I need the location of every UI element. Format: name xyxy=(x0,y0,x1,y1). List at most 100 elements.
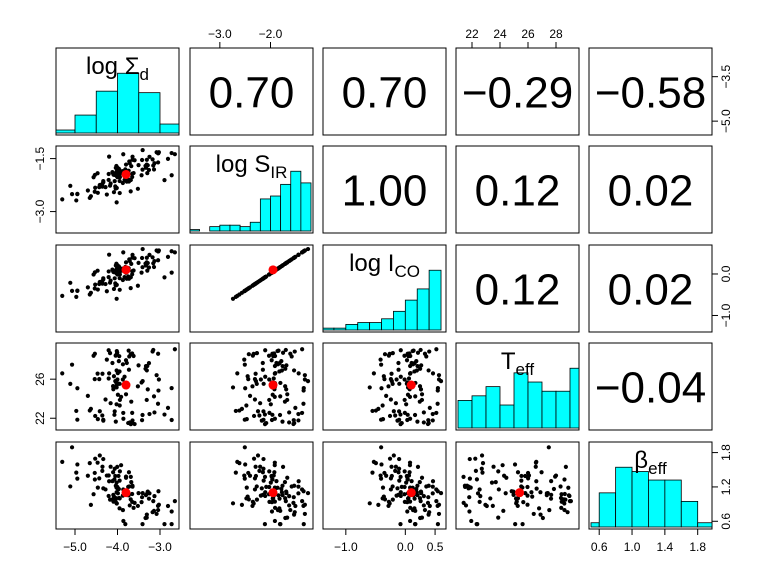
histogram-bar-1-2 xyxy=(209,226,221,232)
scatter-point-4-3-51 xyxy=(562,491,567,497)
scatter-point-4-3-22 xyxy=(563,497,568,502)
scatter-point-3-2-55 xyxy=(398,412,403,417)
scatter-point-2-0-72 xyxy=(114,282,119,287)
scatter-point-3-0-104 xyxy=(135,384,140,389)
scatter-point-4-2-98 xyxy=(415,483,420,488)
scatter-point-3-1-76 xyxy=(289,354,294,359)
scatter-point-4-3-32 xyxy=(534,479,539,484)
left-tick-label-3-0: 22 xyxy=(33,411,47,425)
scatter-point-3-0-32 xyxy=(107,371,112,376)
highlight-point-1-0 xyxy=(121,169,131,179)
scatter-point-3-1-78 xyxy=(287,410,292,415)
scatter-point-4-0-19 xyxy=(151,499,156,504)
histogram-bar-3-1 xyxy=(471,395,487,429)
scatter-point-4-3-15 xyxy=(496,487,501,492)
scatter-point-3-1-60 xyxy=(253,371,258,376)
scatter-point-4-3-97 xyxy=(480,470,485,475)
scatter-point-4-2-78 xyxy=(421,494,426,499)
scatter-point-3-2-25 xyxy=(398,374,403,379)
scatter-point-3-0-45 xyxy=(154,373,159,378)
scatter-point-4-0-75 xyxy=(106,493,111,499)
scatter-point-2-1-104 xyxy=(250,283,255,288)
scatter-point-4-1-35 xyxy=(300,498,305,504)
scatter-point-4-1-9 xyxy=(285,475,290,480)
scatter-point-3-2-94 xyxy=(396,360,401,366)
scatter-point-3-1-7 xyxy=(242,357,247,362)
highlight-point-4-3 xyxy=(515,488,525,498)
histogram-bar-4-6 xyxy=(680,500,699,528)
scatter-point-4-1-88 xyxy=(292,483,297,488)
scatter-point-4-2-86 xyxy=(405,509,410,514)
diagonal-label-4: βeff xyxy=(634,447,667,478)
scatter-point-4-1-28 xyxy=(280,493,285,498)
scatter-point-4-2-97 xyxy=(370,470,375,475)
scatter-point-3-1-80 xyxy=(258,377,263,382)
panel-frame-2-1 xyxy=(189,244,314,333)
scatter-point-2-0-73 xyxy=(151,264,157,270)
scatter-point-1-0-96 xyxy=(112,179,117,184)
scatter-point-4-0-63 xyxy=(93,456,98,461)
histogram-bar-3-3 xyxy=(499,404,515,429)
scatter-point-4-0-93 xyxy=(123,474,129,479)
scatter-point-4-3-16 xyxy=(512,462,518,467)
scatter-point-4-3-39 xyxy=(525,502,530,507)
scatter-point-3-0-100 xyxy=(121,416,126,421)
scatter-point-2-0-109 xyxy=(95,287,100,292)
scatter-point-4-3-103 xyxy=(467,456,472,462)
scatter-point-3-1-32 xyxy=(296,371,301,376)
scatter-point-4-1-24 xyxy=(260,470,265,475)
scatter-point-3-2-16 xyxy=(379,386,384,391)
scatter-point-2-0-89 xyxy=(150,255,155,260)
scatter-point-1-0-103 xyxy=(101,179,106,184)
scatter-point-3-1-39 xyxy=(302,377,307,382)
scatter-point-4-3-40 xyxy=(491,464,496,469)
scatter-point-3-1-62 xyxy=(252,377,258,382)
scatter-point-4-1-65 xyxy=(262,474,268,479)
scatter-point-2-0-7 xyxy=(104,289,109,294)
scatter-point-4-3-10 xyxy=(534,486,539,491)
scatter-point-3-1-8 xyxy=(230,385,236,390)
scatter-point-3-1-2 xyxy=(246,352,251,357)
scatter-point-4-0-53 xyxy=(130,499,135,504)
scatter-point-3-2-40 xyxy=(393,401,398,406)
scatter-point-1-0-87 xyxy=(75,192,80,197)
scatter-point-4-3-73 xyxy=(501,508,506,513)
scatter-point-3-2-89 xyxy=(427,349,432,354)
scatter-point-3-1-33 xyxy=(283,384,288,389)
scatter-point-1-0-17 xyxy=(140,167,145,172)
scatter-point-2-0-17 xyxy=(140,265,145,270)
scatter-point-4-0-6 xyxy=(95,460,100,465)
scatter-point-4-0-84 xyxy=(97,453,102,458)
scatter-point-4-0-50 xyxy=(165,503,171,509)
scatter-point-4-1-99 xyxy=(267,484,272,490)
scatter-point-1-0-64 xyxy=(131,170,136,176)
highlight-point-4-1 xyxy=(268,488,278,498)
scatter-point-3-0-1 xyxy=(120,362,126,367)
scatter-point-3-2-80 xyxy=(394,377,399,382)
scatter-point-4-1-18 xyxy=(288,507,293,513)
scatter-point-4-1-15 xyxy=(252,487,258,492)
scatter-point-4-1-3 xyxy=(272,470,277,475)
scatter-point-3-1-107 xyxy=(271,376,276,381)
scatter-point-4-0-44 xyxy=(69,445,75,450)
scatter-point-3-1-42 xyxy=(284,363,289,368)
scatter-point-3-1-89 xyxy=(292,349,297,354)
scatter-point-3-2-109 xyxy=(380,417,386,422)
scatter-point-4-1-107 xyxy=(271,473,276,478)
scatter-point-4-2-64 xyxy=(408,505,413,510)
scatter-point-4-2-101 xyxy=(406,495,411,501)
scatter-point-3-0-88 xyxy=(130,421,135,426)
scatter-point-3-0-94 xyxy=(124,360,129,366)
scatter-point-3-2-20 xyxy=(412,369,417,374)
scatter-point-4-0-32 xyxy=(107,479,112,484)
scatter-point-4-0-78 xyxy=(152,494,157,499)
scatter-point-3-2-12 xyxy=(426,368,431,373)
scatter-point-4-1-50 xyxy=(293,503,298,509)
scatter-point-4-0-12 xyxy=(144,512,149,517)
scatter-point-3-2-33 xyxy=(417,384,423,389)
scatter-point-3-1-67 xyxy=(270,392,275,397)
scatter-point-3-0-73 xyxy=(151,394,157,399)
scatter-point-4-1-78 xyxy=(287,494,292,499)
scatter-point-4-2-100 xyxy=(408,518,413,524)
scatter-point-4-0-38 xyxy=(101,486,106,491)
